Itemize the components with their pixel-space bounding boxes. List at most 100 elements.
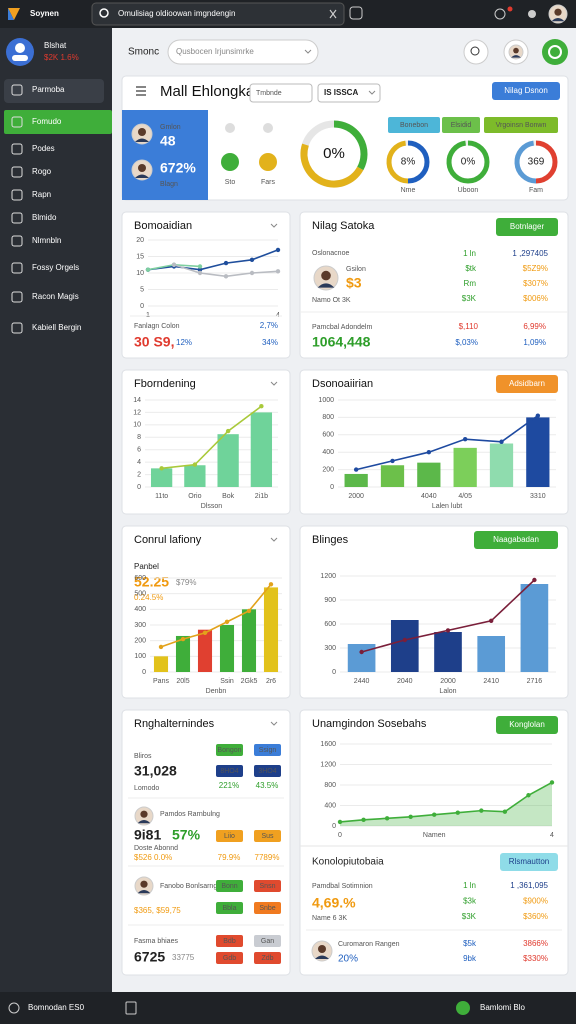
user-name: Blshat [44, 41, 67, 50]
chevron-icon[interactable] [270, 721, 278, 726]
button-label[interactable]: Rlsmautton [509, 857, 549, 866]
chevron-icon[interactable] [368, 90, 376, 95]
avatar-body [137, 890, 151, 894]
y-tick-label: 600 [134, 575, 146, 582]
pill-label[interactable]: 8HO4 [220, 768, 238, 775]
status-icon [8, 1002, 20, 1014]
nav-item[interactable]: Racon Magis [32, 292, 79, 301]
pill-label[interactable]: Bongon [217, 747, 241, 754]
search-text[interactable]: Qusbocen Irjunsimrke [176, 47, 254, 56]
button-label[interactable]: Adsidbarn [509, 379, 545, 388]
chevron-icon[interactable] [304, 49, 312, 54]
pill[interactable] [254, 830, 281, 842]
pill-label[interactable]: Liio [224, 833, 235, 840]
settings-icon[interactable] [528, 10, 536, 18]
clear-icon [329, 9, 337, 19]
nav-item[interactable]: Fossy Orgels [32, 263, 79, 272]
input[interactable] [249, 83, 313, 103]
pill[interactable] [254, 902, 281, 914]
search-button[interactable] [463, 39, 489, 65]
pill[interactable] [216, 880, 243, 892]
x-tick-label: Ssin [220, 678, 234, 685]
doc-icon[interactable] [125, 1001, 137, 1015]
pill[interactable] [254, 744, 281, 756]
toggle[interactable] [221, 153, 239, 171]
pill-label[interactable]: Zdb [261, 955, 273, 962]
pill-label[interactable]: 3HO4 [258, 768, 276, 775]
pill[interactable] [216, 744, 243, 756]
avatar-head [140, 810, 148, 818]
button-label[interactable]: Botnlager [510, 222, 545, 231]
pill-label[interactable]: Bonn [221, 883, 237, 890]
footer-stat: 2,7% [260, 321, 278, 330]
pill[interactable] [216, 902, 243, 914]
search-text[interactable]: Omulisiag oldioowan imgndengin [118, 9, 235, 18]
x-tick-label: 2i1b [255, 493, 268, 500]
toggle[interactable] [259, 153, 277, 171]
nav-item[interactable]: Fomudo [32, 117, 62, 126]
ring-arc [514, 140, 537, 184]
pill-label[interactable]: Gdb [223, 955, 236, 962]
button[interactable] [496, 716, 558, 734]
pill-label[interactable]: Snbe [259, 905, 275, 912]
button-label[interactable]: Naagabadan [493, 535, 539, 544]
profile-label: Gmlon [160, 124, 181, 131]
search-box[interactable] [91, 2, 345, 26]
tag-label[interactable]: Bonebon [400, 122, 428, 129]
pill-label[interactable]: Sus [261, 833, 274, 840]
pill[interactable] [254, 765, 281, 777]
report-label: Pamdbal Sotimnion [312, 883, 373, 890]
chevron-icon[interactable] [270, 223, 278, 228]
person-key: 9bk [463, 954, 477, 963]
select[interactable] [317, 83, 381, 103]
nav-item[interactable]: Rogo [32, 167, 52, 176]
bar [347, 644, 376, 672]
button-label[interactable]: Konglolan [509, 720, 545, 729]
pill[interactable] [216, 830, 243, 842]
pill[interactable] [254, 935, 281, 947]
pill-label[interactable]: Bdb [223, 938, 236, 945]
tag-label[interactable]: Elsidid [451, 122, 472, 129]
pill[interactable] [216, 765, 243, 777]
nav-item[interactable]: Parmoba [32, 85, 65, 94]
pill[interactable] [216, 952, 243, 964]
nav-item[interactable]: Blmido [32, 213, 57, 222]
pill[interactable] [254, 880, 281, 892]
nav-item[interactable]: Nlmnbln [32, 236, 61, 245]
tag[interactable] [388, 117, 440, 133]
x-tick-label: 2r6 [266, 678, 276, 685]
x-tick-label: 2Gk5 [241, 678, 258, 685]
status-button[interactable] [456, 1001, 470, 1015]
x-tick-label: 2716 [527, 678, 543, 685]
notify-icon[interactable] [494, 8, 506, 20]
pill-label[interactable]: Snsn [260, 883, 276, 890]
chevron-icon[interactable] [270, 381, 278, 386]
pill[interactable] [216, 935, 243, 947]
tag[interactable] [442, 117, 480, 133]
button[interactable] [492, 82, 560, 100]
pill-label[interactable]: Gan [261, 938, 274, 945]
nav-item[interactable]: Kabiell Bergin [32, 323, 81, 332]
nav-item[interactable]: Rapn [32, 190, 51, 199]
point [455, 810, 460, 815]
select-text[interactable]: IS ISSCA [324, 88, 358, 97]
pill[interactable] [254, 952, 281, 964]
button[interactable] [500, 853, 558, 871]
tag-label[interactable]: Vrgoinsn Bonwn [496, 122, 547, 129]
chevron-icon[interactable] [270, 537, 278, 542]
input-text[interactable]: Tmbnde [256, 90, 282, 97]
nav-item[interactable]: Podes [32, 144, 55, 153]
x-tick-label: Bok [222, 493, 235, 500]
tag[interactable] [484, 117, 558, 133]
button[interactable] [474, 531, 558, 549]
search-box[interactable] [167, 39, 319, 65]
button[interactable] [496, 218, 558, 236]
pill-label[interactable]: Ssign [259, 747, 277, 754]
button-label[interactable]: Nilag Dsnon [504, 86, 548, 95]
card [121, 211, 291, 359]
action-button[interactable] [542, 39, 568, 65]
pill-label[interactable]: Bbla [222, 905, 236, 912]
tab-icon[interactable] [349, 6, 363, 20]
button[interactable] [496, 375, 558, 393]
